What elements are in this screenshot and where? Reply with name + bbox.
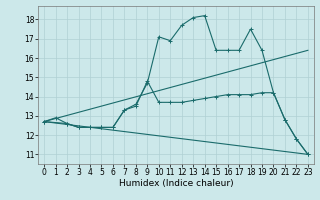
X-axis label: Humidex (Indice chaleur): Humidex (Indice chaleur) xyxy=(119,179,233,188)
